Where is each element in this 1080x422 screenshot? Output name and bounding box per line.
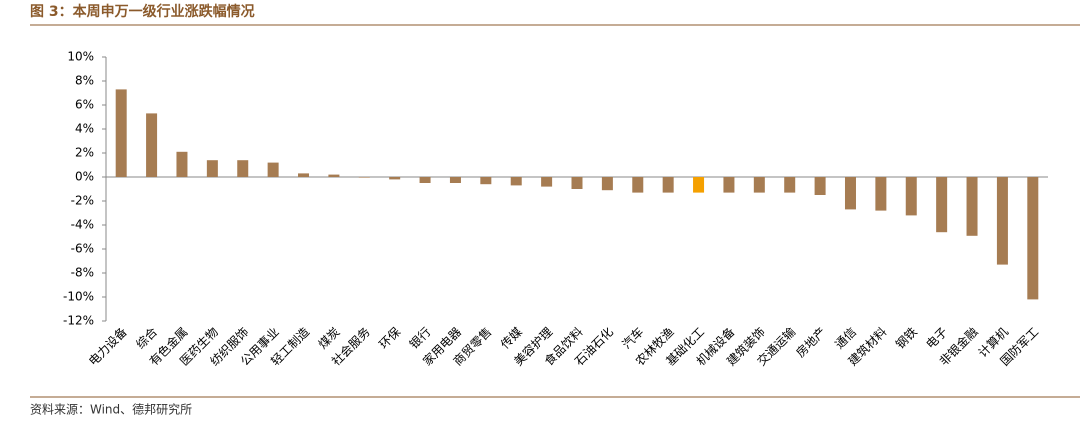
- bar: [905, 177, 917, 216]
- bar: [449, 177, 461, 183]
- bar: [996, 177, 1008, 265]
- bar: [814, 177, 826, 195]
- y-tick-label: 4%: [75, 122, 94, 136]
- y-tick-label: 6%: [75, 98, 94, 112]
- y-tick-label: -4%: [71, 218, 94, 232]
- bar: [571, 177, 583, 189]
- bar: [237, 160, 249, 177]
- y-tick-label: -8%: [71, 266, 94, 280]
- x-tick-label: 电力设备: [86, 325, 130, 369]
- x-tick-label: 房地产: [793, 324, 829, 360]
- y-tick-label: -2%: [71, 194, 94, 208]
- bar: [632, 177, 644, 193]
- bar: [966, 177, 978, 236]
- bar: [875, 177, 887, 211]
- bar: [693, 177, 705, 193]
- x-tick-label: 传媒: [497, 324, 525, 352]
- y-tick-label: 0%: [75, 170, 94, 184]
- y-tick-label: -6%: [71, 242, 94, 256]
- bar: [936, 177, 948, 233]
- bar: [844, 177, 856, 210]
- x-tick-label: 银行: [407, 325, 434, 352]
- bar: [753, 177, 765, 193]
- bar: [328, 174, 340, 177]
- x-tick-label: 煤炭: [316, 325, 343, 352]
- bar: [419, 177, 431, 183]
- y-tick-label: 2%: [75, 146, 94, 160]
- bar: [480, 177, 492, 185]
- bar: [267, 162, 279, 177]
- bar: [115, 89, 127, 177]
- bar: [510, 177, 522, 186]
- y-tick-label: 10%: [67, 50, 94, 64]
- x-tick-label: 钢铁: [893, 325, 920, 352]
- x-tick-label: 综合: [133, 324, 161, 352]
- x-tick-label: 汽车: [619, 324, 647, 352]
- bar: [601, 177, 613, 191]
- bar: [1027, 177, 1039, 300]
- x-tick-label: 环保: [376, 325, 403, 352]
- bar: [723, 177, 735, 193]
- bar: [298, 173, 310, 177]
- bar: [206, 160, 218, 177]
- bar: [662, 177, 674, 193]
- bar: [176, 151, 188, 177]
- bar: [389, 177, 401, 180]
- chart-title: 图 3：本周申万一级行业涨跌幅情况: [30, 3, 255, 20]
- source-note: 资料来源：Wind、德邦研究所: [30, 402, 192, 417]
- bar: [541, 177, 553, 187]
- y-tick-label: 8%: [75, 74, 94, 88]
- x-tick-label: 电子: [923, 325, 950, 352]
- x-tick-label: 通信: [832, 325, 859, 352]
- bar: [784, 177, 796, 193]
- y-tick-label: -10%: [63, 290, 94, 304]
- bar: [358, 177, 370, 178]
- bar: [146, 113, 158, 177]
- y-tick-label: -12%: [63, 314, 94, 328]
